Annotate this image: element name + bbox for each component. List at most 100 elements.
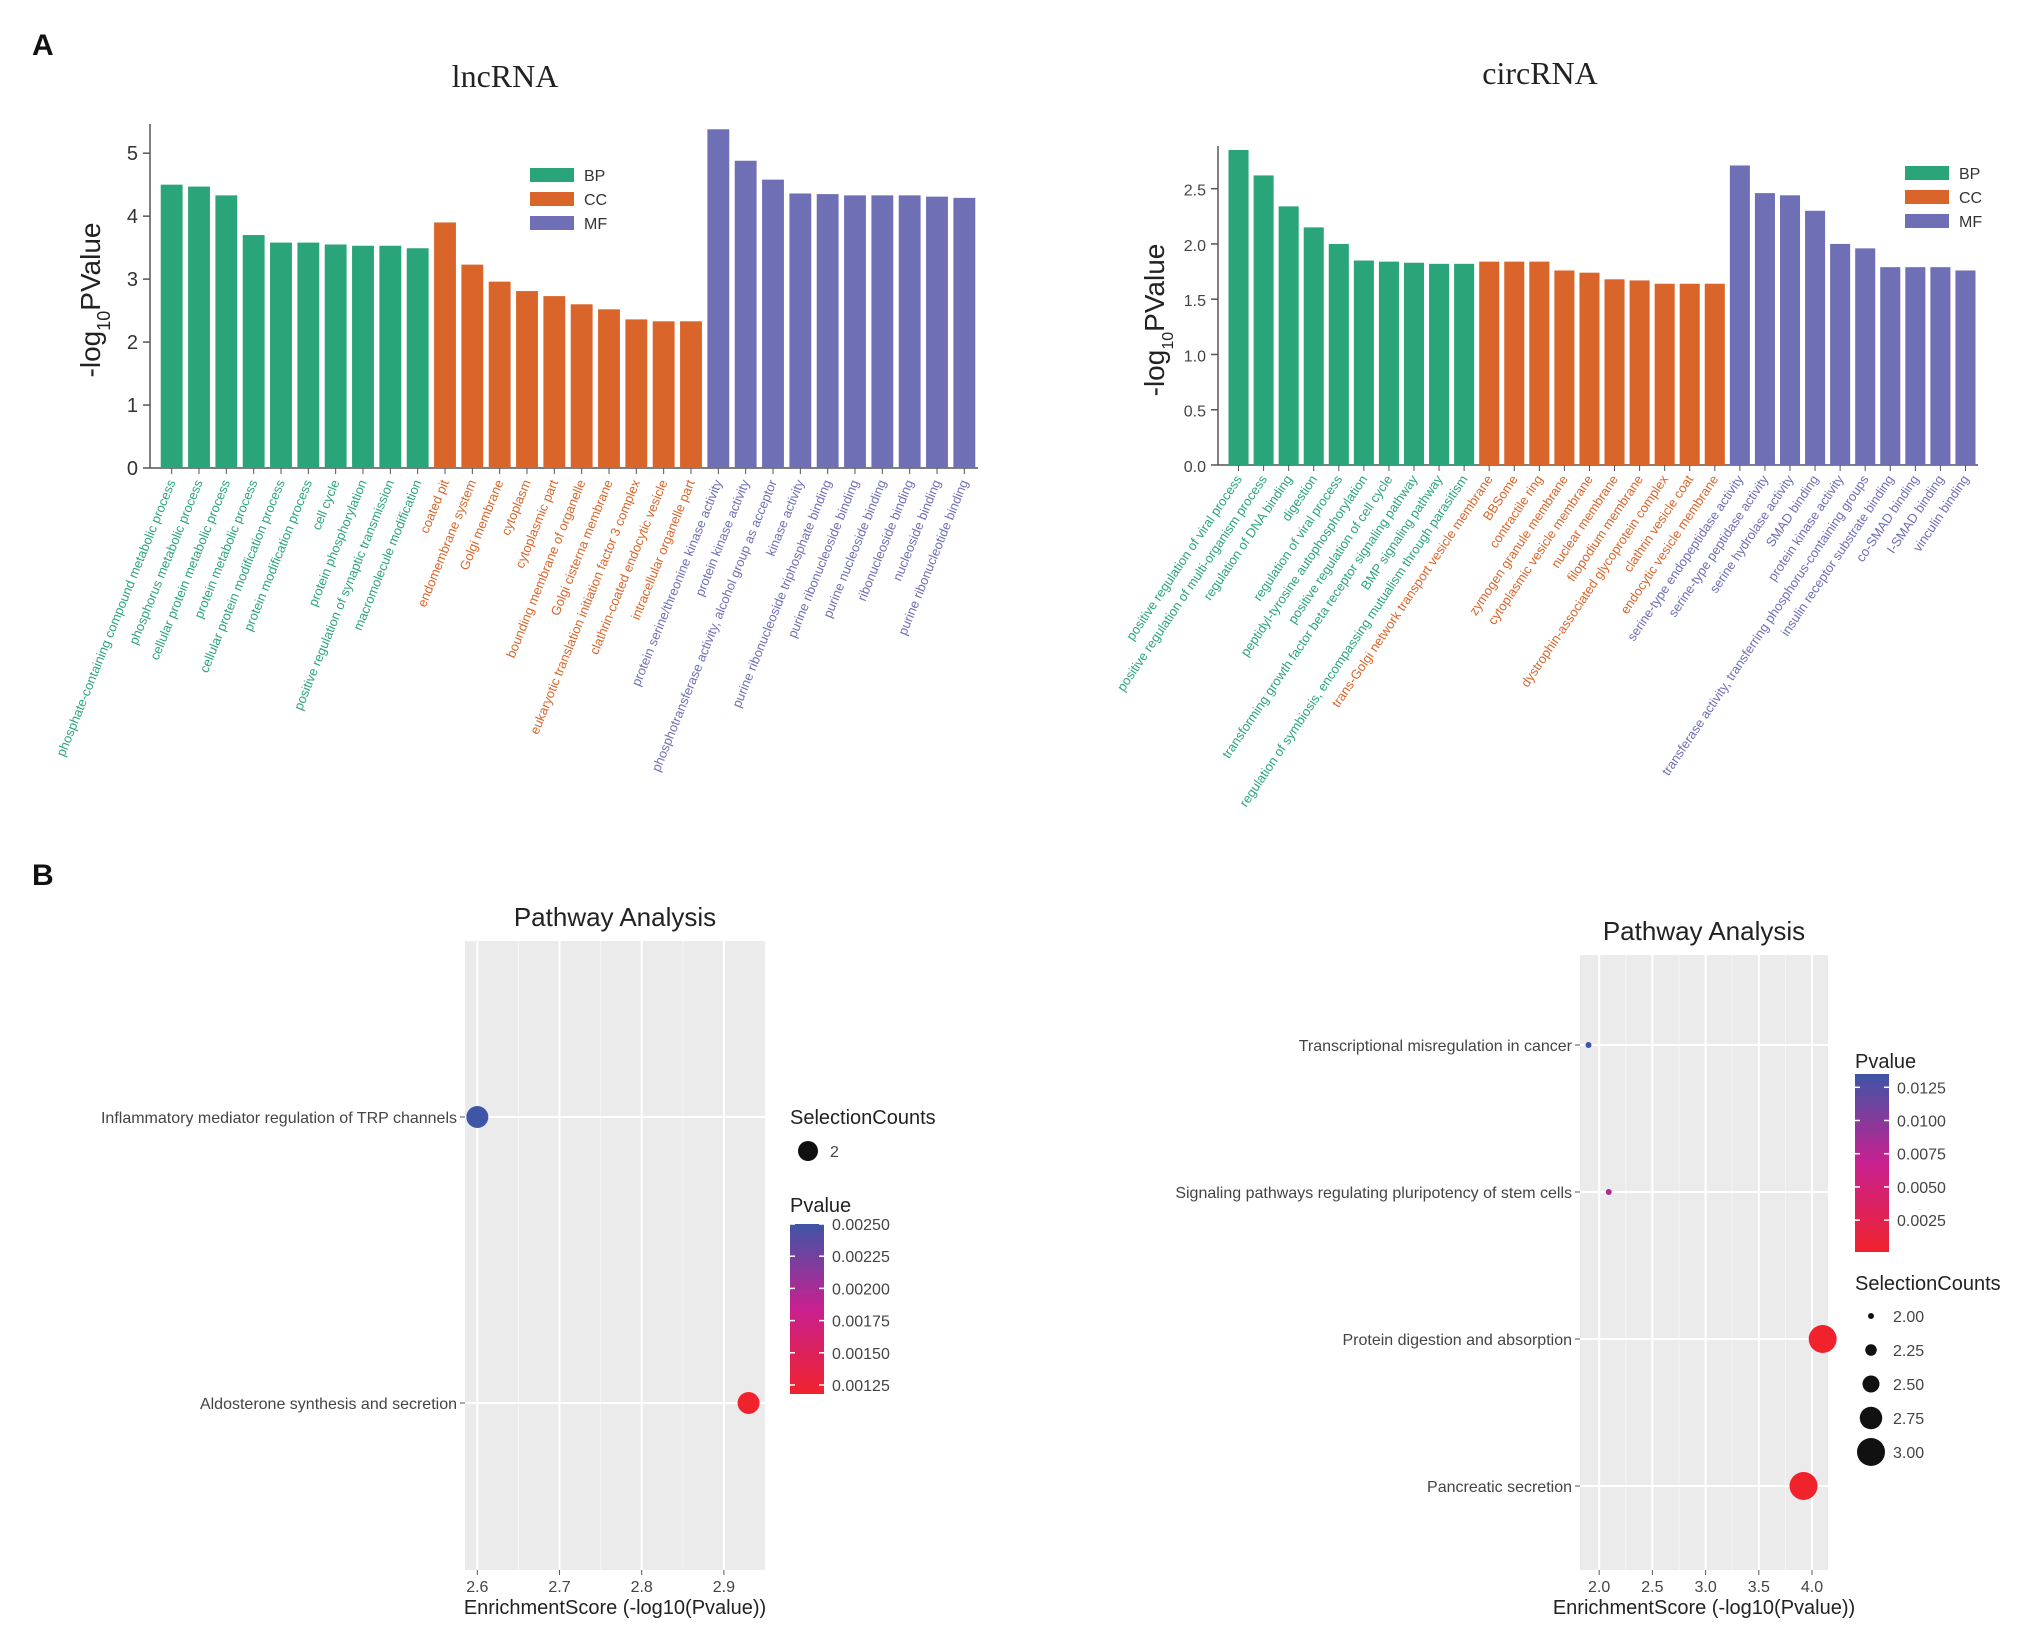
circ-bar-cytoplasmic-vesicle-membrane	[1579, 272, 1600, 465]
lnc-y-tick-label: 5	[127, 143, 138, 165]
circ-y-tick-label: 1.0	[1184, 348, 1206, 365]
lnc-bar-cell-cycle	[324, 244, 347, 468]
lnc-bar-coated-pit	[434, 222, 456, 468]
lnc-bar-protein-phosphorylation	[352, 245, 374, 468]
lnc-bar-purine-ribonucleoside-binding	[844, 195, 866, 469]
circ-bar-serine-type-endopeptidase-activity	[1729, 165, 1750, 465]
lnc-bar-nucleoside-binding	[926, 196, 948, 468]
circ-legend-swatch-mf	[1905, 214, 1949, 228]
lnc-bar-bounding-membrane-of-organelle	[570, 304, 593, 468]
pathR-size-legend-label: 3.00	[1893, 1445, 1924, 1462]
circrna-pathway-dot-plot: Pathway Analysis EnrichmentScore (-log10…	[1175, 916, 2000, 1619]
pathR-size-legend-dot	[1859, 1406, 1883, 1430]
lnc-category-label: phosphate-containing compound metabolic …	[53, 477, 178, 758]
circ-bar-vinculin-binding	[1955, 270, 1976, 465]
circ-legend-swatch-bp	[1905, 166, 1949, 180]
pathL-colorbar-label: 0.00250	[832, 1217, 890, 1234]
circ-y-tick-label: 0.5	[1184, 404, 1206, 421]
circ-bar-bbsome	[1504, 261, 1525, 465]
pathL-colorbar-label: 0.00125	[832, 1378, 890, 1395]
pathL-colorbar-label: 0.00225	[832, 1249, 890, 1266]
pathL-x-tick-label: 2.9	[713, 1579, 735, 1596]
pathR-point-signaling-pathways-regulating-pluripotency-of-stem-cells	[1605, 1189, 1612, 1195]
pathway-right-title: Pathway Analysis	[1603, 916, 1805, 946]
panel-label-b: B	[32, 859, 54, 892]
panel-label-a: A	[32, 29, 54, 62]
pathL-point-aldosterone-synthesis-and-secretion	[737, 1392, 760, 1414]
lncrna-go-bar-chart: lncRNA -log10PValue 0 1 2 3 4 5 phosphate-cont…	[53, 58, 978, 774]
pathR-colorbar-label: 0.0100	[1897, 1113, 1946, 1130]
lnc-y-tick-label: 2	[127, 332, 138, 354]
circrna-chart-title: circRNA	[1482, 55, 1598, 91]
circ-bar-transferase-activity-transferring-phosphorus-containing-groups	[1855, 248, 1876, 465]
lnc-bar-golgi-cisterna-membrane	[598, 309, 620, 468]
lnc-bar-purine-nucleoside-binding	[871, 195, 894, 469]
lnc-bar-ribonucleoside-binding	[898, 195, 921, 469]
lnc-y-tick-label: 0	[127, 458, 138, 480]
circ-bar-dystrophin-associated-glycoprotein-complex	[1654, 283, 1675, 465]
pathL-size-legend-dot	[798, 1141, 818, 1161]
circ-bar-endocytic-vesicle-membrane	[1704, 283, 1725, 465]
lnc-legend-label-bp: BP	[584, 168, 605, 185]
lnc-bar-positive-regulation-of-synaptic-transmission	[379, 245, 402, 468]
circ-bar-positive-regulation-of-cell-cycle	[1378, 261, 1399, 465]
pathR-point-transcriptional-misregulation-in-cancer	[1585, 1042, 1592, 1048]
lnc-bar-intracellular-organelle-part	[680, 321, 702, 468]
lnc-bar-protein-kinase-activity	[734, 160, 757, 469]
lnc-bar-kinase-activity	[789, 193, 812, 468]
circ-bar-zymogen-granule-membrane	[1554, 270, 1575, 465]
lnc-legend-label-cc: CC	[584, 192, 607, 209]
pathR-size-legend-dot	[1857, 1438, 1885, 1466]
pathL-colorbar-label: 0.00175	[832, 1314, 890, 1331]
circ-bar-regulation-of-viral-process	[1328, 243, 1349, 465]
pathR-size-legend-label: 2.50	[1893, 1377, 1924, 1394]
circ-bar-co-smad-binding	[1905, 267, 1926, 465]
lnc-bar-purine-ribonucleotide-binding	[953, 197, 976, 468]
lnc-bar-protein-modification-process	[297, 242, 320, 468]
circ-bar-positive-regulation-of-viral-process	[1228, 150, 1249, 465]
lnc-bar-cellular-protein-modification-process	[270, 242, 292, 468]
pathR-pvalue-colorbar	[1855, 1074, 1889, 1252]
circ-bar-nuclear-membrane	[1604, 279, 1625, 465]
pathL-size-legend-label: 2	[830, 1144, 839, 1161]
circ-bar-positive-regulation-of-multi-organism-process	[1253, 175, 1274, 465]
pathR-pvalue-legend-title: Pvalue	[1855, 1051, 1916, 1073]
circ-bar-i-smad-binding	[1930, 267, 1951, 465]
pathR-point-pancreatic-secretion	[1789, 1472, 1818, 1500]
pathL-colorbar-label: 0.00150	[832, 1346, 890, 1363]
lnc-bar-protein-serine-threonine-kinase-activity	[707, 129, 730, 468]
lnc-legend-swatch-mf	[530, 216, 574, 230]
circ-bar-peptidyl-tyrosine-autophosphorylation	[1353, 260, 1374, 465]
pathR-size-legend-dot	[1865, 1344, 1877, 1356]
pathR-size-legend-title: SelectionCounts	[1855, 1273, 2001, 1295]
circ-y-tick-label: 2.0	[1184, 238, 1206, 255]
pathL-pvalue-legend-title: Pvalue	[790, 1195, 851, 1217]
lnc-bar-eukaryotic-translation-initiation-factor-3-complex	[625, 319, 648, 468]
circ-bar-regulation-of-dna-binding	[1278, 206, 1299, 466]
pathR-size-legend-dot	[1862, 1375, 1880, 1393]
lncrna-y-axis-title: -log10PValue	[75, 223, 114, 378]
lnc-bar-cellular-protein-metabolic-process	[215, 195, 238, 469]
lnc-bar-phosphate-containing-compound-metabolic-process	[160, 184, 183, 468]
lnc-bar-clathrin-coated-endocytic-vesicle	[652, 321, 675, 468]
pathR-pathway-label: Protein digestion and absorption	[1343, 1332, 1573, 1349]
lncrna-chart-title: lncRNA	[452, 58, 559, 94]
circrna-y-axis-title: -log10PValue	[1139, 244, 1177, 397]
pathL-colorbar-label: 0.00200	[832, 1281, 890, 1298]
pathR-x-tick-label: 3.0	[1694, 1579, 1716, 1596]
lnc-bar-endomembrane-system	[461, 264, 484, 468]
lnc-bar-cytoplasm	[516, 291, 538, 468]
circ-y-tick-label: 1.5	[1184, 293, 1206, 310]
pathL-x-tick-label: 2.8	[631, 1579, 653, 1596]
circ-y-tick-label: 0.0	[1184, 459, 1206, 476]
pathL-plot-panel	[465, 941, 765, 1570]
pathL-point-inflammatory-mediator-regulation-of-trp-channels	[466, 1106, 489, 1128]
circ-bar-serine-hydrolase-activity	[1779, 195, 1801, 465]
pathR-x-tick-label: 2.5	[1641, 1579, 1663, 1596]
pathL-pathway-label: Inflammatory mediator regulation of TRP …	[101, 1110, 457, 1127]
pathR-pathway-label: Transcriptional misregulation in cancer	[1299, 1038, 1573, 1055]
lnc-legend-swatch-cc	[530, 192, 574, 206]
circ-bar-bmp-signaling-pathway	[1429, 263, 1450, 465]
lnc-y-tick-label: 1	[127, 395, 138, 417]
pathR-point-protein-digestion-and-absorption	[1808, 1325, 1837, 1353]
